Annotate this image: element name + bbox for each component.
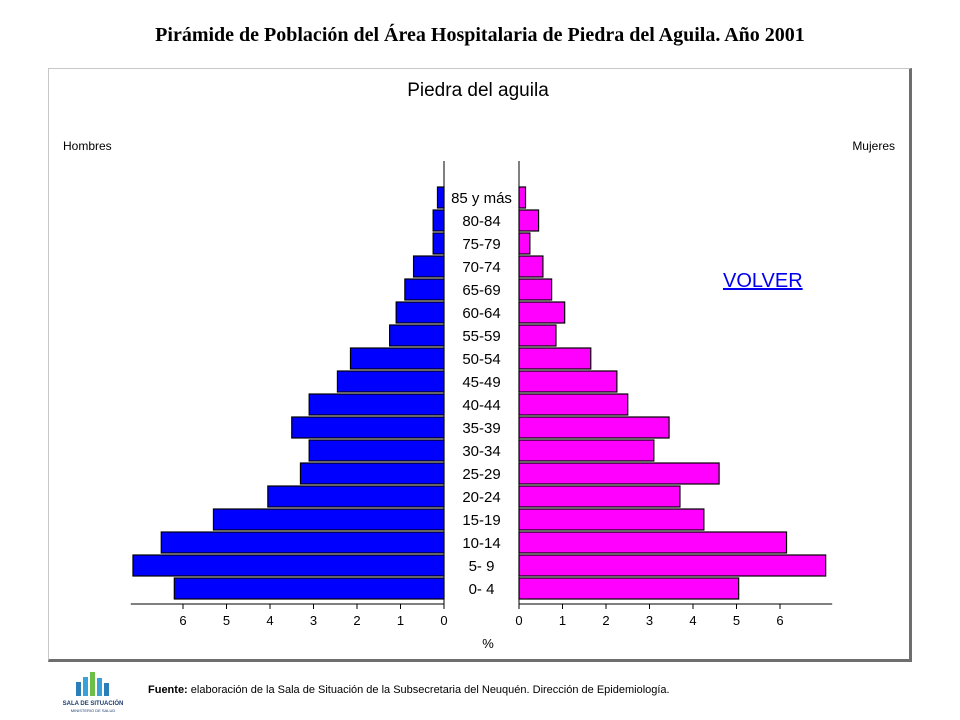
chart-frame: Piedra del aguila Hombres Mujeres 85 y más 8… [48,68,912,662]
age-group-label: 25-29 [462,466,500,483]
slide-title: Pirámide de Población del Área Hospitala… [155,24,805,46]
bar-mujeres [518,577,740,600]
right-side-label: Mujeres [852,139,895,153]
age-group-label: 75-79 [462,236,500,253]
x-tick-label-right: 1 [559,613,566,628]
x-tick-label-left: 4 [266,613,273,628]
svg-text:SALA DE SITUACIÓN: SALA DE SITUACIÓN [63,699,124,707]
age-group-label: 55-59 [462,328,500,345]
bar-hombres [432,232,445,255]
footer-source: Fuente: elaboración de la Sala de Situac… [148,684,670,696]
x-tick-label-left: 2 [353,613,360,628]
bar-mujeres [518,554,827,577]
x-axis-label: % [482,636,494,651]
bar-hombres [160,531,445,554]
bar-mujeres [518,232,531,255]
bar-hombres [436,186,445,209]
age-group-label: 40-44 [462,397,500,414]
x-tick-label-left: 0 [440,613,447,628]
bar-hombres [404,278,445,301]
svg-text:MINISTERIO DE SALUD: MINISTERIO DE SALUD [71,708,116,713]
bar-hombres [336,370,445,393]
age-group-label: 70-74 [462,259,500,276]
sala-de-situacion-logo: SALA DE SITUACIÓN MINISTERIO DE SALUD [63,672,124,713]
bar-mujeres [518,416,670,439]
age-group-label: 60-64 [462,305,500,322]
age-group-label: 30-34 [462,443,500,460]
bar-hombres [132,554,445,577]
bar-hombres [395,301,445,324]
x-tick-label-right: 6 [776,613,783,628]
bar-hombres [212,508,445,531]
age-group-label: 35-39 [462,420,500,437]
age-group-label: 85 y más [451,190,512,207]
bar-hombres [389,324,445,347]
x-tick-label-right: 2 [602,613,609,628]
bar-hombres [267,485,445,508]
bar-hombres [173,577,445,600]
bar-mujeres [518,485,681,508]
x-tick-label-left: 3 [310,613,317,628]
population-pyramid-chart: Piedra del aguila Hombres Mujeres 85 y más 8… [63,80,895,651]
age-group-label: 15-19 [462,512,500,529]
bar-mujeres [518,301,566,324]
age-group-label: 65-69 [462,282,500,299]
bar-mujeres [518,370,618,393]
age-group-label: 10-14 [462,535,500,552]
x-tick-label-right: 5 [733,613,740,628]
bar-mujeres [518,462,720,485]
bar-mujeres [518,324,557,347]
bar-hombres [432,209,445,232]
bar-mujeres [518,278,553,301]
age-group-label: 80-84 [462,213,500,230]
footer-source-text: elaboración de la Sala de Situación de l… [187,684,670,696]
chart-title: Piedra del aguila [407,80,549,101]
bar-hombres [308,393,445,416]
bar-mujeres [518,508,705,531]
age-group-label: 45-49 [462,374,500,391]
age-group-label: 0- 4 [469,581,495,598]
bar-hombres [299,462,445,485]
bar-hombres [412,255,445,278]
x-tick-label-left: 6 [179,613,186,628]
age-group-label: 5- 9 [469,558,495,575]
bar-mujeres [518,209,540,232]
bar-hombres [349,347,445,370]
x-tick-label-left: 5 [223,613,230,628]
x-tick-label-right: 3 [646,613,653,628]
bar-hombres [308,439,445,462]
bar-mujeres [518,186,527,209]
age-group-label: 20-24 [462,489,500,506]
bar-mujeres [518,347,592,370]
bar-mujeres [518,393,629,416]
footer-source-label: Fuente: [148,684,188,696]
volver-link[interactable]: VOLVER [723,270,803,292]
bar-hombres [291,416,445,439]
age-group-label: 50-54 [462,351,500,368]
bar-mujeres [518,531,788,554]
bar-mujeres [518,255,544,278]
x-tick-label-right: 4 [689,613,696,628]
x-tick-label-right: 0 [515,613,522,628]
bar-mujeres [518,439,655,462]
left-side-label: Hombres [63,139,112,153]
x-tick-label-left: 1 [397,613,404,628]
